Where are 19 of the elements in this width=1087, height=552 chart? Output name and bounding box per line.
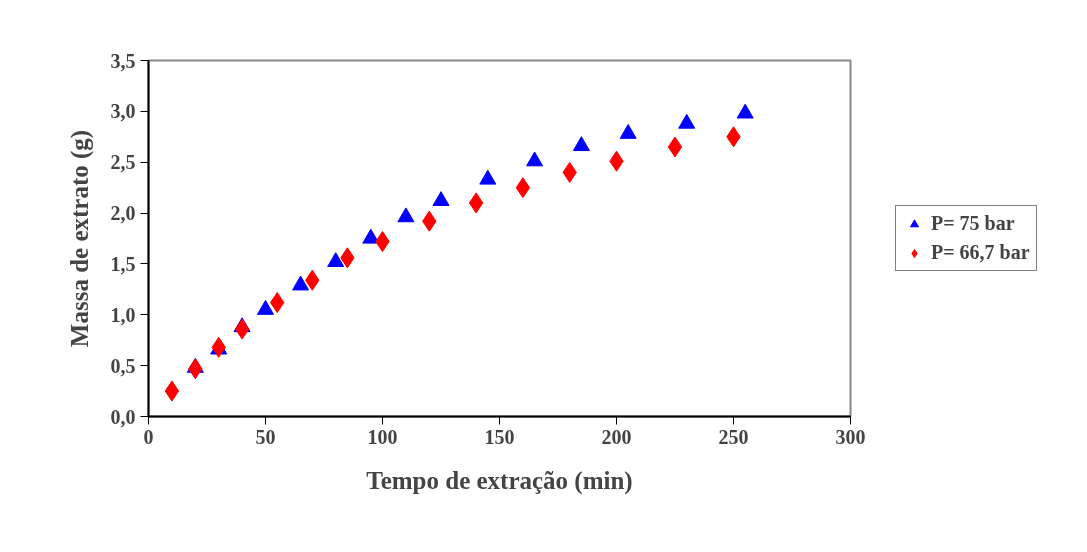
x-tick-label: 50 xyxy=(255,425,276,448)
y-tick-label: 1,0 xyxy=(110,303,136,326)
y-tick-label: 3,5 xyxy=(110,49,136,72)
y-tick-label: 3,0 xyxy=(110,100,136,123)
x-tick-label: 150 xyxy=(484,425,515,448)
legend-label: P= 66,7 bar xyxy=(931,241,1030,264)
x-tick-label: 200 xyxy=(601,425,632,448)
legend-label: P= 75 bar xyxy=(931,212,1015,235)
x-axis-title: Tempo de extração (min) xyxy=(366,466,633,495)
y-tick-label: 1,5 xyxy=(110,252,136,275)
x-tick-label: 250 xyxy=(718,425,749,448)
y-tick-label: 2,5 xyxy=(110,151,136,174)
y-tick-label: 2,0 xyxy=(110,202,136,225)
y-tick-label: 0,0 xyxy=(110,405,136,428)
y-axis-title: Massa de extrato (g) xyxy=(65,129,94,348)
x-tick-label: 100 xyxy=(367,425,398,448)
x-tick-label: 300 xyxy=(835,425,866,448)
y-tick-label: 0,5 xyxy=(110,354,136,377)
x-tick-label: 0 xyxy=(143,425,154,448)
